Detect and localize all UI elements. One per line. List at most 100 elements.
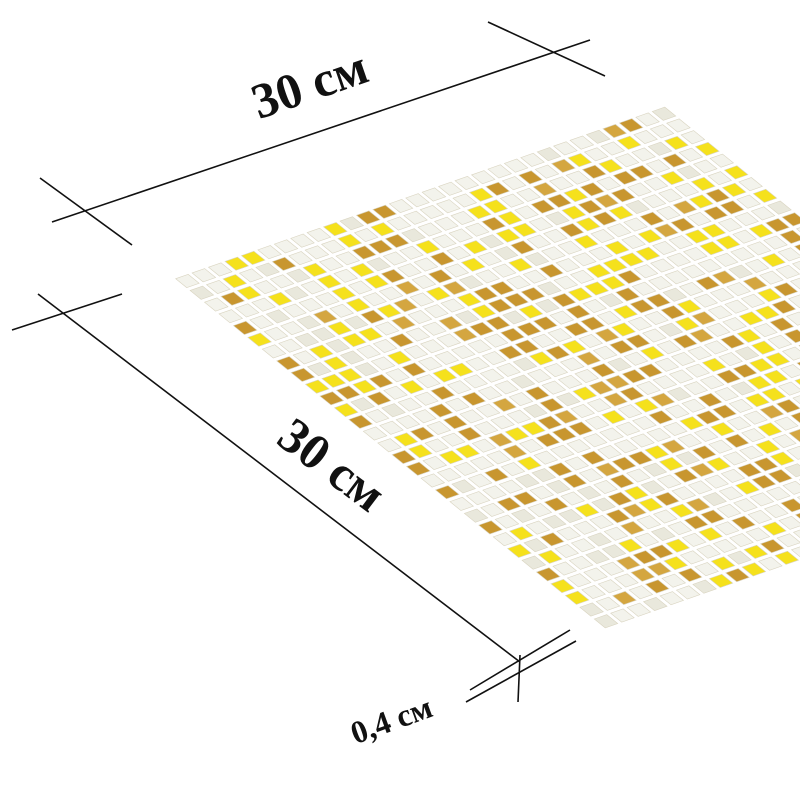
tile xyxy=(530,199,556,214)
tile xyxy=(670,217,696,232)
tile xyxy=(589,515,614,530)
tile xyxy=(374,321,400,336)
tile xyxy=(438,450,464,465)
tile xyxy=(606,223,632,238)
tile xyxy=(623,351,649,366)
tile xyxy=(769,317,795,332)
tile xyxy=(642,328,667,343)
tile xyxy=(532,182,558,197)
tile xyxy=(621,369,647,384)
tile xyxy=(625,334,651,349)
tile xyxy=(773,416,799,431)
tile xyxy=(381,403,406,418)
tile xyxy=(496,362,521,377)
tile xyxy=(513,491,538,506)
tile xyxy=(550,579,576,594)
tile xyxy=(428,269,453,284)
tile xyxy=(543,497,569,512)
tile xyxy=(563,188,589,203)
tile xyxy=(551,158,576,173)
tile xyxy=(595,462,620,477)
tile xyxy=(364,274,389,289)
tile xyxy=(757,422,783,437)
tile xyxy=(541,514,567,529)
tile xyxy=(776,533,800,548)
tile xyxy=(491,263,517,278)
tile xyxy=(667,521,693,536)
tile xyxy=(503,158,529,173)
tile xyxy=(475,403,501,418)
tile xyxy=(360,309,385,324)
tile xyxy=(475,269,501,284)
tile xyxy=(276,356,301,371)
tile xyxy=(583,147,609,162)
tile xyxy=(773,282,799,297)
tile xyxy=(662,287,688,302)
tile xyxy=(614,153,640,168)
tile xyxy=(502,310,527,325)
tile xyxy=(726,282,751,297)
tile xyxy=(508,257,533,272)
tile xyxy=(574,503,600,518)
tile xyxy=(521,555,547,570)
tile xyxy=(428,403,454,418)
tile xyxy=(681,532,707,547)
tile xyxy=(302,262,328,277)
tile xyxy=(640,345,665,360)
tile xyxy=(473,421,499,436)
tile xyxy=(590,363,616,378)
tile xyxy=(610,608,635,623)
tile xyxy=(539,398,565,413)
tile xyxy=(501,176,527,191)
tile xyxy=(432,368,458,383)
tile xyxy=(795,227,800,232)
tile xyxy=(535,433,561,448)
tile xyxy=(205,279,231,294)
tile xyxy=(691,445,717,460)
tile xyxy=(603,392,628,407)
tile xyxy=(453,461,479,476)
tile xyxy=(412,409,437,424)
tile xyxy=(733,498,758,513)
tile xyxy=(632,415,657,430)
tile xyxy=(488,432,513,447)
tile xyxy=(325,338,351,353)
tile xyxy=(700,509,725,524)
tile xyxy=(320,239,346,254)
tile xyxy=(567,153,593,168)
tile xyxy=(525,520,551,535)
tile xyxy=(696,544,721,559)
tile xyxy=(310,327,336,342)
tile xyxy=(658,322,684,337)
tile xyxy=(267,291,293,306)
tile xyxy=(634,398,659,413)
tile xyxy=(779,229,800,244)
tile xyxy=(498,345,523,360)
tile xyxy=(479,368,505,383)
tile xyxy=(559,357,585,372)
tile xyxy=(368,239,393,254)
tile xyxy=(738,177,763,192)
tile xyxy=(668,235,694,250)
tile xyxy=(345,298,371,313)
tile xyxy=(642,596,668,611)
tile xyxy=(529,351,554,366)
tile xyxy=(682,246,708,261)
tile xyxy=(789,277,800,290)
tile xyxy=(743,544,769,559)
tile xyxy=(745,527,771,542)
tile xyxy=(609,340,634,355)
tile xyxy=(236,285,262,300)
tile xyxy=(611,456,637,471)
tile xyxy=(561,205,587,220)
tile xyxy=(516,187,541,202)
tile xyxy=(612,170,638,185)
tile xyxy=(318,257,344,272)
tile xyxy=(739,445,764,460)
tile xyxy=(528,217,554,232)
tile xyxy=(592,345,618,360)
tile xyxy=(557,240,583,255)
tile xyxy=(628,450,653,465)
tile xyxy=(767,469,793,484)
